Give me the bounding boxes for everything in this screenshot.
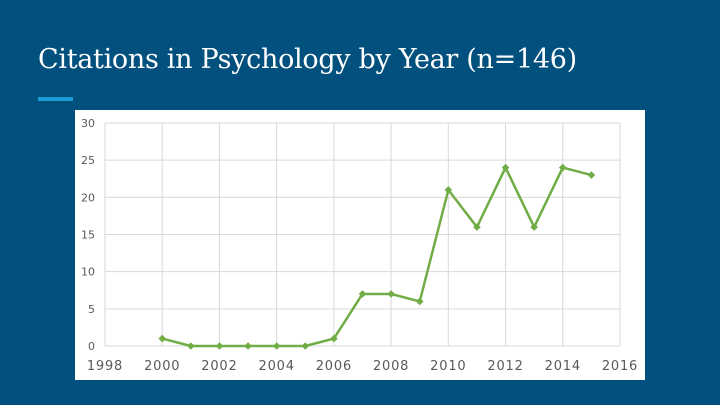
data-point-marker — [244, 342, 252, 350]
x-tick-label: 2000 — [144, 359, 180, 374]
y-tick-label: 25 — [81, 154, 95, 167]
y-tick-label: 20 — [81, 191, 95, 204]
chart-series — [158, 163, 596, 350]
y-tick-label: 30 — [81, 117, 95, 130]
chart-gridlines — [104, 122, 621, 347]
y-axis-tick-labels: 0 5 10 15 20 25 30 — [81, 117, 95, 353]
data-point-marker — [358, 290, 367, 298]
y-tick-label: 15 — [81, 229, 95, 242]
slide-title: Citations in Psychology by Year (n=146) — [38, 44, 577, 75]
x-tick-label: 2004 — [259, 359, 295, 374]
data-point-marker — [530, 223, 538, 231]
data-point-marker — [387, 290, 395, 298]
data-point-marker — [215, 342, 224, 350]
title-accent-bar — [38, 97, 73, 101]
citations-line-chart: 0 5 10 15 20 25 30 1998 2000 2002 2004 2006 2008 201… — [81, 117, 638, 374]
data-point-marker — [415, 297, 424, 306]
data-point-marker — [187, 342, 195, 350]
data-point-marker — [558, 163, 567, 172]
x-tick-label: 1998 — [87, 359, 123, 374]
chart-panel: 0 5 10 15 20 25 30 1998 2000 2002 2004 2006 2008 201… — [75, 110, 645, 380]
x-tick-label: 2010 — [430, 359, 466, 374]
y-tick-label: 0 — [88, 340, 95, 353]
data-point-marker — [158, 334, 167, 343]
y-tick-label: 5 — [88, 303, 95, 316]
data-point-marker — [272, 342, 281, 350]
x-tick-label: 2014 — [545, 359, 581, 374]
data-point-marker — [587, 171, 596, 179]
x-tick-label: 2006 — [316, 359, 352, 374]
x-tick-label: 2008 — [373, 359, 409, 374]
y-tick-label: 10 — [81, 266, 95, 279]
x-axis-tick-labels: 1998 2000 2002 2004 2006 2008 2010 2012 2014 2016 — [87, 359, 638, 374]
data-point-marker — [444, 186, 453, 194]
x-tick-label: 2012 — [487, 359, 523, 374]
x-tick-label: 2016 — [602, 359, 638, 374]
data-point-marker — [301, 342, 310, 350]
series-line — [161, 166, 592, 348]
x-tick-label: 2002 — [201, 359, 237, 374]
data-point-marker — [330, 334, 338, 343]
